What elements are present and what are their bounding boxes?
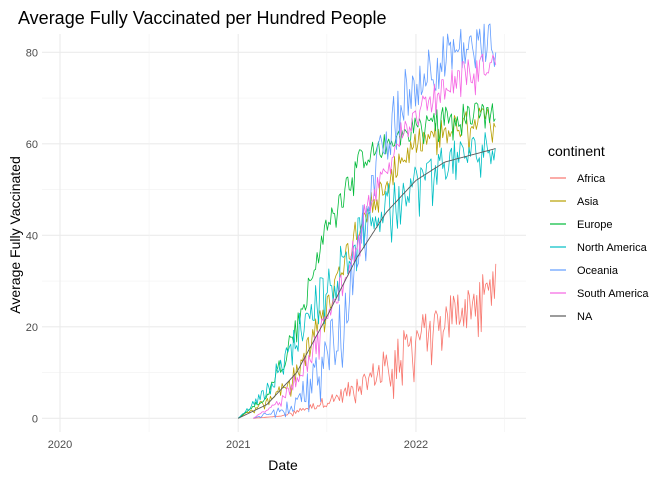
y-tick-label: 20: [26, 322, 38, 334]
y-tick-label: 60: [26, 139, 38, 151]
chart-title: Average Fully Vaccinated per Hundred Peo…: [18, 8, 387, 28]
legend-label: North America: [577, 242, 648, 254]
y-tick-label: 80: [26, 47, 38, 59]
legend-label: Asia: [577, 196, 599, 208]
legend-label: NA: [577, 311, 593, 323]
series-line-oceania: [253, 23, 497, 419]
x-axis-title: Date: [268, 457, 298, 473]
x-tick-label: 2020: [48, 439, 72, 451]
y-tick-labels: 0 20 40 60 80: [26, 47, 38, 425]
series-line-africa: [253, 263, 497, 419]
legend-key: North America: [550, 242, 648, 254]
legend-label: Europe: [577, 219, 612, 231]
legend: continent Africa Asia Europe North America O…: [548, 143, 649, 323]
y-axis-title: Average Fully Vaccinated: [7, 156, 23, 313]
y-tick-label: 0: [32, 413, 38, 425]
series-line-europe: [237, 102, 496, 419]
x-tick-labels: 2020 2021 2022: [48, 439, 428, 451]
series-line-na: [238, 148, 496, 419]
x-tick-label: 2022: [404, 439, 428, 451]
y-tick-label: 40: [26, 230, 38, 242]
legend-key: Oceania: [550, 265, 619, 277]
legend-label: South America: [577, 288, 649, 300]
series-line-asia: [237, 107, 496, 419]
legend-key: Africa: [550, 173, 606, 185]
series-line-south-america: [253, 53, 497, 419]
legend-key: Asia: [550, 196, 599, 208]
series-line-north-america: [237, 132, 496, 419]
grid-lines: [42, 34, 526, 432]
legend-title: continent: [548, 143, 605, 159]
legend-label: Oceania: [577, 265, 619, 277]
series-lines: [237, 23, 497, 419]
x-tick-label: 2021: [226, 439, 250, 451]
legend-key: NA: [550, 311, 593, 323]
legend-key: South America: [550, 288, 649, 300]
legend-label: Africa: [577, 173, 606, 185]
legend-key: Europe: [550, 219, 612, 231]
